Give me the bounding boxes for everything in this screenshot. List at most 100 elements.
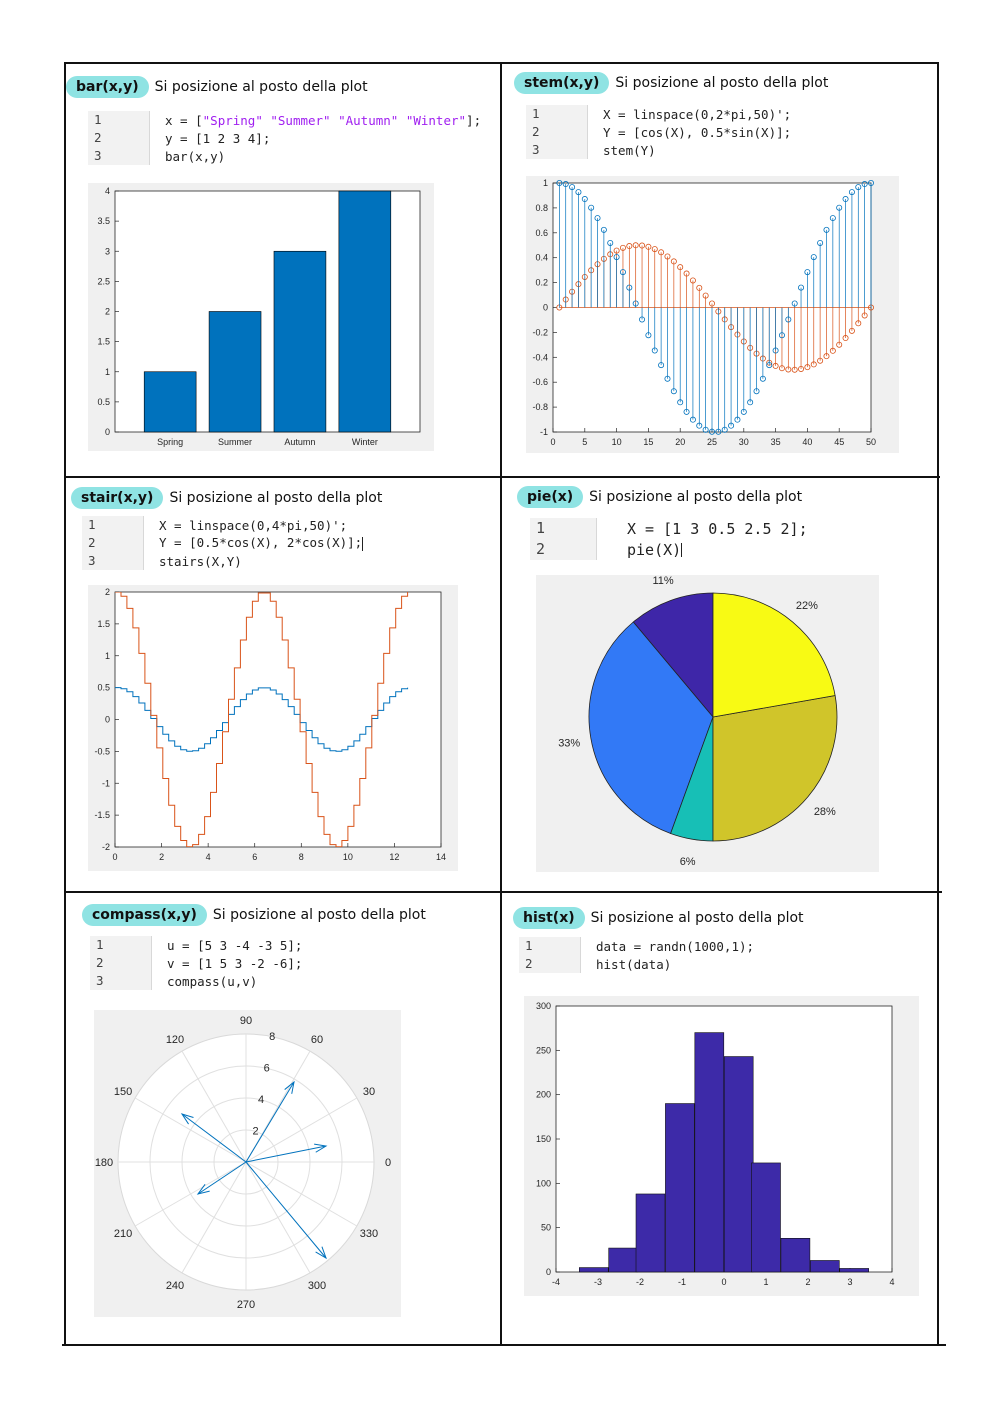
code-text: y = [1 2 3 4]; [165,131,270,146]
x-tick-label: 40 [802,437,812,447]
stem-marker [829,215,836,222]
stem-marker [651,246,658,253]
stem-marker [804,364,811,371]
line-number: 1 [82,516,144,534]
code-text: stem(Y) [603,143,656,158]
stem-marker [632,300,639,307]
line-number: 1 [90,936,152,954]
stem-marker [861,312,868,319]
stem-marker [569,184,576,191]
compass-arrow [245,1145,327,1163]
angle-label: 30 [363,1086,375,1098]
series-2cos [115,592,409,847]
stem-marker [689,277,696,284]
x-tick-label: 5 [582,437,587,447]
y-tick-label: 250 [536,1045,551,1055]
stem-marker [798,284,805,291]
y-tick-label: 2.5 [97,276,110,286]
code-line: 2 Y = [cos(X), 0.5*sin(X)]; [526,123,791,141]
stem-marker [600,226,607,233]
code-text: stairs(X,Y) [159,554,242,569]
code-text: x = ["Spring" "Summer" "Autumn" "Winter"… [165,113,481,128]
stem-marker [664,375,671,382]
x-tick-label: 35 [771,437,781,447]
code-text: Y = [cos(X), 0.5*sin(X)]; [603,125,791,140]
x-tick-label: Winter [352,437,378,447]
stem-marker [670,388,677,395]
y-tick-label: 0 [105,715,110,725]
code-line: 2 v = [1 5 3 -2 -6]; [90,954,302,972]
stem-marker [836,204,843,211]
x-tick-label: 10 [612,437,622,447]
code-line: 1 X = [1 3 0.5 2.5 2]; [530,518,808,539]
line-number: 2 [519,955,581,973]
bar-spring [143,371,197,433]
stem-marker [740,408,747,415]
y-tick-label: 1 [543,178,548,188]
stem-marker [581,196,588,203]
stem-marker [778,365,785,372]
table-border-row2 [65,891,942,893]
code-text: X = linspace(0,4*pi,50)'; [159,518,347,533]
pie-function-tag: pie(x) [516,486,584,508]
x-tick-label: 15 [643,437,653,447]
x-tick-label: 12 [389,852,399,862]
line-number: 3 [82,552,144,570]
y-tick-label: 200 [536,1090,551,1100]
stem-marker [670,258,677,265]
pie-label: 33% [558,737,580,749]
stem-marker [658,249,665,256]
stem-marker [817,357,824,364]
pie-slice-28% [712,695,838,842]
stem-marker [613,254,620,261]
x-tick-label: -4 [552,1277,560,1287]
hist-bar [723,1056,754,1273]
stem-marker [848,189,855,196]
line-number: 2 [526,123,588,141]
hist-bar [780,1238,811,1273]
hist-panel-header: hist(x) Si posizione al posto della plot [513,907,804,929]
code-text: pie(X) [627,541,683,559]
stem-marker [810,254,817,261]
angle-label: 60 [311,1034,323,1046]
stem-marker [766,362,773,369]
stem-marker [556,180,563,186]
line-number: 1 [526,105,588,123]
polar-spoke [181,1050,247,1163]
stem-marker [855,184,862,191]
x-tick-label: 8 [299,852,304,862]
angle-label: 300 [308,1280,326,1292]
y-tick-label: 0.2 [535,278,548,288]
polar-spoke [245,1161,311,1274]
x-tick-label: 0 [721,1277,726,1287]
stem-marker [613,247,620,254]
y-tick-label: -1 [102,778,110,788]
code-token: v = [1 5 3 -2 -6]; [167,955,303,971]
y-tick-label: -2 [102,842,110,852]
hist-subtitle: Si posizione al posto della plot [590,910,804,926]
code-token: data = randn(1000,1); [596,938,755,954]
y-tick-label: 0 [105,427,110,437]
y-tick-label: 50 [541,1223,551,1233]
pie-slice-33% [588,621,714,835]
hist-code-block: 1 data = randn(1000,1); 2 hist(data) [519,937,754,973]
stem-marker [708,300,715,307]
compass-code-block: 1 u = [5 3 -4 -3 5]; 2 v = [1 5 3 -2 -6]; 3 c… [90,936,302,990]
arrow-head [196,1184,210,1195]
code-line: 3 stairs(X,Y) [82,552,363,570]
line-number: 2 [82,534,144,552]
code-token: X = [1 3 0.5 2.5 2]; [627,519,808,538]
compass-arrow [181,1113,247,1163]
stem-marker [683,270,690,277]
polar-spoke [134,1097,247,1163]
stem-marker [759,375,766,382]
code-token: Y = [cos(X), 0.5*sin(X)]; [603,124,792,140]
stem-marker [772,347,779,354]
stem-marker [645,243,652,250]
code-line: 1 X = linspace(0,4*pi,50)'; [82,516,363,534]
x-tick-label: 30 [739,437,749,447]
bar-function-tag: bar(x,y) [66,76,149,98]
stem-marker [778,332,785,339]
radial-label: 6 [264,1062,270,1074]
bar-code-block: 1 x = ["Spring" "Summer" "Autumn" "Winter… [88,111,481,165]
